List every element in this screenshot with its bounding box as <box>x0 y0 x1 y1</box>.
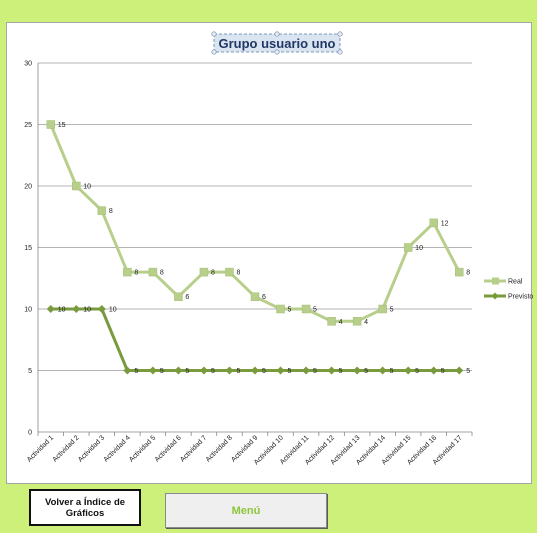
y-tick-label: 15 <box>24 245 32 252</box>
y-tick-label: 5 <box>28 368 32 375</box>
data-point[interactable] <box>403 243 413 252</box>
title-resize-handle[interactable] <box>337 31 343 37</box>
data-point[interactable] <box>378 304 387 314</box>
data-label: 5 <box>160 368 164 375</box>
title-resize-handle[interactable] <box>211 49 217 55</box>
data-label: 8 <box>236 270 240 277</box>
data-point[interactable] <box>46 120 56 129</box>
data-point[interactable] <box>72 181 81 191</box>
chart-title: Grupo usuario uno <box>219 36 336 51</box>
data-label: 5 <box>313 368 317 375</box>
data-label: 10 <box>83 184 91 191</box>
legend-label: Real <box>508 279 523 286</box>
data-point[interactable] <box>250 292 260 301</box>
data-point[interactable] <box>123 366 132 375</box>
data-point[interactable] <box>199 366 208 375</box>
data-label: 8 <box>211 270 215 277</box>
data-point[interactable] <box>97 305 106 313</box>
data-point[interactable] <box>455 366 464 375</box>
data-label: 10 <box>83 307 91 314</box>
y-tick-label: 25 <box>24 122 32 129</box>
data-point[interactable] <box>97 206 107 215</box>
data-point[interactable] <box>174 366 183 375</box>
data-point[interactable] <box>174 292 183 301</box>
legend-marker <box>492 277 499 285</box>
menu-button[interactable]: Menú <box>165 493 327 528</box>
data-label: 5 <box>185 368 189 375</box>
data-label: 5 <box>415 368 419 375</box>
data-point[interactable] <box>148 366 157 375</box>
title-resize-handle[interactable] <box>211 31 217 37</box>
data-point[interactable] <box>123 267 132 277</box>
data-label: 4 <box>339 319 343 326</box>
data-point[interactable] <box>353 366 362 375</box>
data-label: 5 <box>466 368 470 375</box>
title-resize-handle[interactable] <box>274 49 280 55</box>
data-point[interactable] <box>46 305 55 313</box>
title-resize-handle[interactable] <box>337 49 343 55</box>
data-point[interactable] <box>199 267 209 277</box>
data-point[interactable] <box>302 366 311 375</box>
data-point[interactable] <box>301 304 311 314</box>
data-point[interactable] <box>72 305 81 313</box>
series-line-previsto <box>50 307 460 372</box>
data-label: 10 <box>58 307 66 314</box>
data-label: 5 <box>211 368 215 375</box>
data-point[interactable] <box>225 267 234 277</box>
data-point[interactable] <box>429 218 438 228</box>
data-label: 4 <box>364 319 368 326</box>
data-point[interactable] <box>454 267 464 277</box>
data-point[interactable] <box>352 317 362 326</box>
data-label: 5 <box>441 368 445 375</box>
data-label: 5 <box>262 368 266 375</box>
data-point[interactable] <box>327 317 336 326</box>
data-label: 5 <box>339 368 343 375</box>
back-to-index-button[interactable]: Volver a Índice de Gráficos <box>29 489 141 526</box>
series-line-real <box>49 123 461 323</box>
data-label: 8 <box>109 208 113 215</box>
data-point[interactable] <box>251 366 259 375</box>
legend-marker <box>491 292 499 300</box>
data-point[interactable] <box>225 366 234 375</box>
data-label: 5 <box>288 307 292 314</box>
data-label: 5 <box>390 307 394 314</box>
y-tick-label: 20 <box>24 184 32 191</box>
data-point[interactable] <box>378 366 387 375</box>
data-label: 8 <box>160 270 164 277</box>
chart-area[interactable]: Grupo usuario uno 0 5 10 15 20 25 30 Actividad 1… <box>6 22 533 484</box>
data-label: 10 <box>415 245 423 252</box>
y-tick-label: 0 <box>28 430 32 437</box>
data-point[interactable] <box>404 366 413 375</box>
data-label: 5 <box>134 368 138 375</box>
data-label: 5 <box>313 307 317 314</box>
legend-label: Previsto <box>508 294 533 301</box>
data-label: 6 <box>185 294 189 301</box>
data-label: 12 <box>441 220 449 227</box>
title-resize-handle[interactable] <box>274 31 280 37</box>
data-label: 5 <box>288 368 292 375</box>
data-label: 10 <box>109 307 117 314</box>
data-point[interactable] <box>429 366 438 375</box>
y-tick-label: 30 <box>24 61 32 68</box>
data-point[interactable] <box>276 366 285 375</box>
data-label: 5 <box>390 368 394 375</box>
data-label: 5 <box>364 368 368 375</box>
data-point[interactable] <box>276 304 285 314</box>
data-point[interactable] <box>148 267 158 277</box>
data-label: 6 <box>262 294 266 301</box>
data-label: 5 <box>236 368 240 375</box>
data-label: 8 <box>134 270 138 277</box>
y-tick-label: 10 <box>24 307 32 314</box>
data-point[interactable] <box>327 366 336 375</box>
data-label: 15 <box>58 122 66 129</box>
data-label: 8 <box>466 270 470 277</box>
